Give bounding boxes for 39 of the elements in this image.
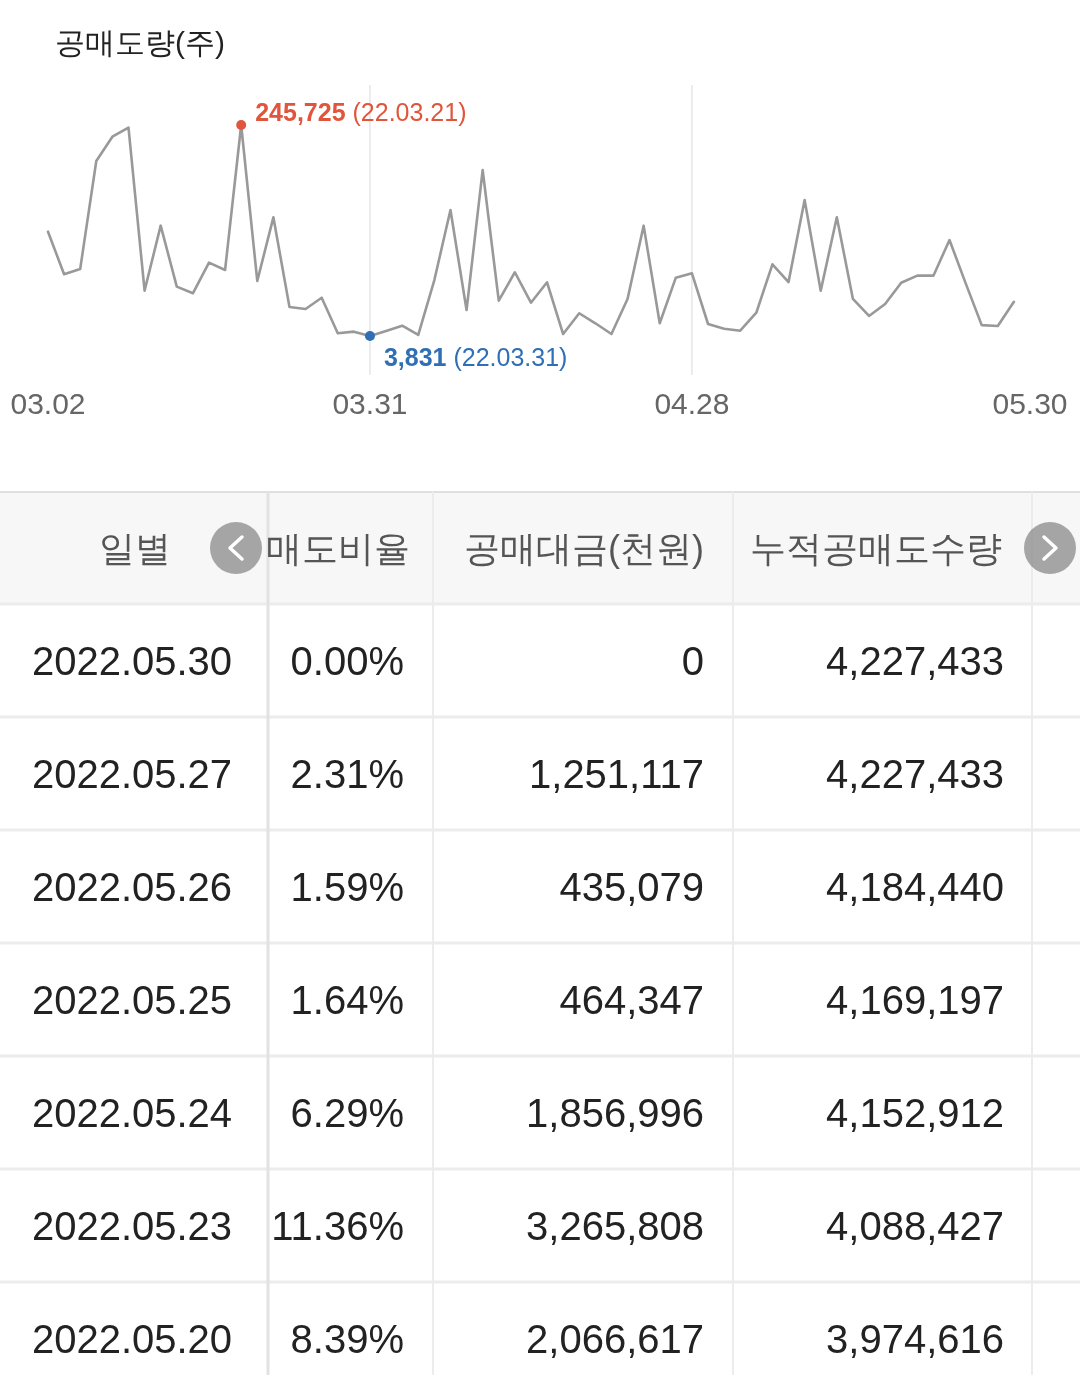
text: 4,227,433 [826, 751, 1004, 796]
text: 0 [681, 638, 704, 683]
text: 1,856,996 [526, 1090, 704, 1135]
text: 1,251,117 [529, 751, 704, 796]
x-tick-label: 03.31 [332, 387, 408, 420]
text: 8.39% [290, 1316, 404, 1361]
x-tick-label: 04.28 [654, 387, 730, 420]
text: 2.31% [290, 751, 404, 796]
text: 2,066,617 [526, 1316, 704, 1361]
text: 2022.05.24 [31, 1090, 233, 1135]
text: 공매대금(천원) [464, 528, 704, 569]
x-tick-label: 03.02 [10, 387, 86, 420]
text: 6.29% [290, 1090, 404, 1135]
text: 일별 [99, 528, 171, 569]
text: 4,088,427 [826, 1203, 1004, 1248]
text: 4,169,197 [826, 977, 1004, 1022]
text: 4,152,912 [826, 1090, 1004, 1135]
text: 4,227,433 [826, 638, 1004, 683]
text: 1.64% [290, 977, 404, 1022]
text: 누적공매도수량 [750, 528, 1002, 569]
text: 2022.05.25 [31, 977, 233, 1022]
data-label: 3,831 (22.03.31) [383, 343, 568, 371]
text: 3,265,808 [526, 1203, 704, 1248]
text: 매도비율 [266, 528, 410, 569]
text: 0.00% [290, 638, 404, 683]
text: 2022.05.30 [31, 638, 233, 683]
text: 2022.05.23 [31, 1203, 233, 1248]
text: 1.59% [290, 864, 404, 909]
text: 3,974,616 [826, 1316, 1004, 1361]
text: 4,184,440 [826, 864, 1004, 909]
text: 2022.05.27 [31, 751, 233, 796]
x-tick-label: 05.30 [992, 387, 1068, 420]
text: 2022.05.26 [31, 864, 233, 909]
text: 464,347 [559, 977, 704, 1022]
text: 2022.05.20 [31, 1316, 233, 1361]
text: 11.36% [271, 1203, 404, 1248]
text: 435,079 [559, 864, 704, 909]
chart-title: 공매도량(주) [55, 26, 225, 59]
data-label: 245,725 (22.03.21) [255, 98, 467, 126]
